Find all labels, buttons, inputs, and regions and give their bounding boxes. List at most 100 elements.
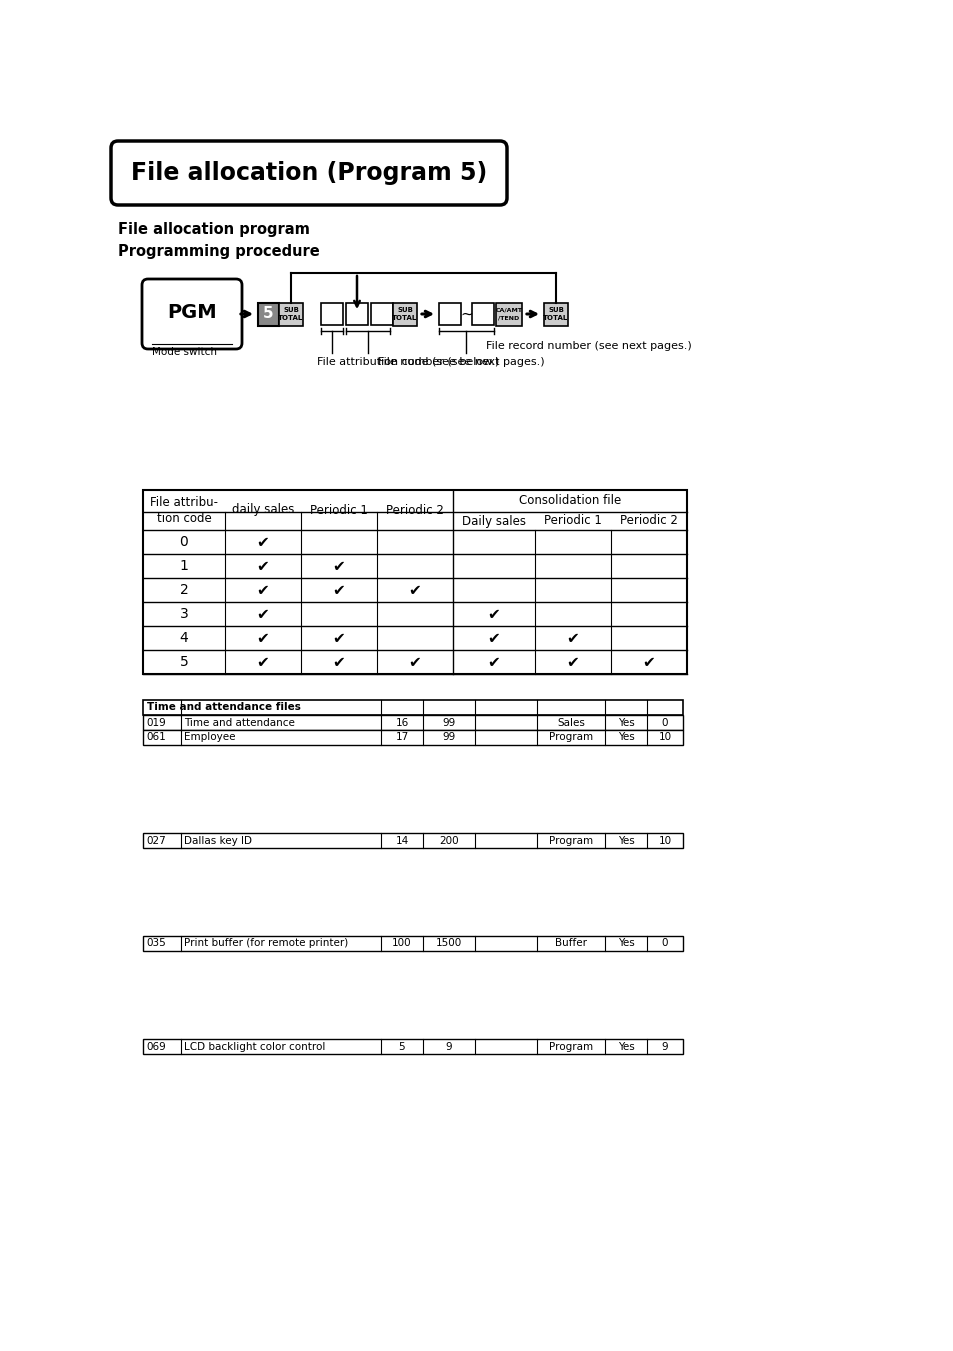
- Text: 9: 9: [445, 1042, 452, 1051]
- Bar: [143, 730, 682, 744]
- Text: ✔: ✔: [333, 631, 345, 647]
- Bar: [257, 303, 278, 326]
- Bar: [143, 1039, 682, 1054]
- Text: Programming procedure: Programming procedure: [118, 245, 319, 259]
- Text: ✔: ✔: [333, 559, 345, 574]
- Text: Yes: Yes: [617, 717, 634, 727]
- Text: File attribu-
tion code: File attribu- tion code: [150, 496, 218, 524]
- Text: 019: 019: [146, 717, 166, 727]
- Text: Daily sales: Daily sales: [461, 515, 525, 527]
- Text: Periodic 2: Periodic 2: [619, 515, 678, 527]
- Bar: [278, 303, 303, 326]
- Text: 2: 2: [179, 584, 188, 597]
- Text: 5: 5: [263, 307, 274, 322]
- Text: 16: 16: [395, 717, 408, 727]
- Text: PGM: PGM: [167, 303, 216, 322]
- Bar: [143, 715, 682, 730]
- Bar: [143, 490, 686, 674]
- Text: 0: 0: [661, 717, 667, 727]
- Text: 1: 1: [179, 559, 189, 573]
- Text: Periodic 2: Periodic 2: [386, 504, 443, 516]
- Text: TOTAL: TOTAL: [392, 315, 417, 322]
- Text: 0: 0: [661, 939, 667, 948]
- Text: ✔: ✔: [408, 655, 421, 670]
- Text: 0: 0: [179, 535, 188, 549]
- Text: ✔: ✔: [333, 655, 345, 670]
- Text: Dallas key ID: Dallas key ID: [184, 835, 252, 846]
- Text: 99: 99: [442, 717, 456, 727]
- Text: Yes: Yes: [617, 732, 634, 743]
- Text: ✔: ✔: [256, 631, 269, 647]
- Bar: [143, 834, 682, 848]
- Text: 1500: 1500: [436, 939, 461, 948]
- Text: 5: 5: [398, 1042, 405, 1051]
- Text: 99: 99: [442, 732, 456, 743]
- Bar: [496, 303, 521, 326]
- Text: File attribution code (see below.): File attribution code (see below.): [316, 357, 498, 367]
- Text: File record number (see next pages.): File record number (see next pages.): [486, 340, 692, 351]
- Text: Print buffer (for remote printer): Print buffer (for remote printer): [184, 939, 348, 948]
- Text: ✔: ✔: [487, 608, 500, 623]
- Bar: [346, 303, 368, 326]
- Text: SUB: SUB: [283, 307, 298, 313]
- Text: Sales: Sales: [557, 717, 584, 727]
- Text: ✔: ✔: [256, 584, 269, 598]
- Text: Yes: Yes: [617, 939, 634, 948]
- Text: Employee: Employee: [184, 732, 235, 743]
- Text: 069: 069: [146, 1042, 166, 1051]
- Bar: [143, 936, 682, 951]
- Text: 061: 061: [146, 732, 166, 743]
- Text: 100: 100: [392, 939, 412, 948]
- Text: 027: 027: [146, 835, 166, 846]
- Text: Yes: Yes: [617, 835, 634, 846]
- Text: daily sales: daily sales: [232, 504, 294, 516]
- Text: Consolidation file: Consolidation file: [518, 494, 620, 508]
- Text: ✔: ✔: [487, 655, 500, 670]
- Text: ✔: ✔: [256, 559, 269, 574]
- Bar: [371, 303, 393, 326]
- FancyBboxPatch shape: [111, 141, 506, 205]
- Text: File allocation program: File allocation program: [118, 222, 310, 236]
- Text: TOTAL: TOTAL: [543, 315, 568, 322]
- Text: Mode switch: Mode switch: [152, 347, 216, 357]
- Text: ✔: ✔: [408, 584, 421, 598]
- Text: Yes: Yes: [617, 1042, 634, 1051]
- Text: 5: 5: [179, 655, 188, 669]
- Text: ✔: ✔: [256, 608, 269, 623]
- Bar: [393, 303, 416, 326]
- Text: ✔: ✔: [566, 655, 578, 670]
- Text: Program: Program: [548, 732, 593, 743]
- Text: LCD backlight color control: LCD backlight color control: [184, 1042, 325, 1051]
- Text: ✔: ✔: [642, 655, 655, 670]
- Text: Buffer: Buffer: [555, 939, 586, 948]
- Text: 035: 035: [146, 939, 166, 948]
- Text: Program: Program: [548, 835, 593, 846]
- Text: File number (see next pages.): File number (see next pages.): [377, 357, 544, 367]
- Text: Program: Program: [548, 1042, 593, 1051]
- Bar: [143, 700, 682, 715]
- Text: SUB: SUB: [547, 307, 563, 313]
- Text: ✔: ✔: [256, 655, 269, 670]
- Text: Periodic 1: Periodic 1: [310, 504, 368, 516]
- Text: 10: 10: [658, 835, 671, 846]
- Bar: [543, 303, 567, 326]
- Text: ✔: ✔: [333, 584, 345, 598]
- Bar: [320, 303, 343, 326]
- Text: TOTAL: TOTAL: [278, 315, 303, 322]
- Text: File allocation (Program 5): File allocation (Program 5): [131, 161, 487, 185]
- Text: /TEND: /TEND: [497, 316, 519, 320]
- Text: 17: 17: [395, 732, 408, 743]
- Text: ✔: ✔: [566, 631, 578, 647]
- Text: ✔: ✔: [487, 631, 500, 647]
- FancyBboxPatch shape: [142, 280, 242, 349]
- Text: 4: 4: [179, 631, 188, 644]
- Bar: [472, 303, 494, 326]
- Text: ✔: ✔: [256, 535, 269, 550]
- Text: Periodic 1: Periodic 1: [543, 515, 601, 527]
- Text: 3: 3: [179, 607, 188, 621]
- Text: Time and attendance files: Time and attendance files: [147, 703, 300, 712]
- Text: ~: ~: [460, 307, 473, 322]
- Text: 200: 200: [438, 835, 458, 846]
- Text: 14: 14: [395, 835, 408, 846]
- Text: Time and attendance: Time and attendance: [184, 717, 294, 727]
